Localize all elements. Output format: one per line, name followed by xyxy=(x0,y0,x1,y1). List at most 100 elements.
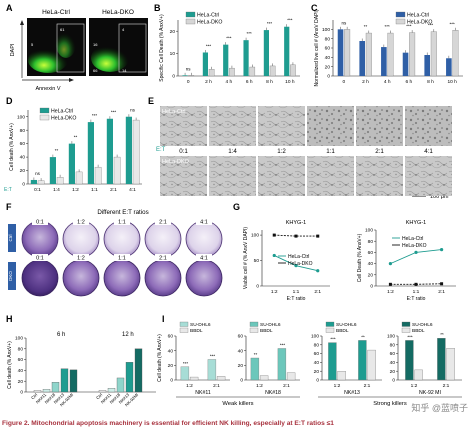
chart-i4-legend-swatch-1 xyxy=(401,327,411,333)
chart-d-sig-2: ** xyxy=(74,135,78,140)
chart-d-x-tick-label-1: 1:4 xyxy=(53,187,60,193)
chart-i2-legend-label-0: SU-DHL6 xyxy=(260,322,281,328)
chart-i3-legend-swatch-1 xyxy=(325,327,335,333)
chart-b-x-tick-label-0: 0 xyxy=(187,79,190,85)
chart-c-sig-2: *** xyxy=(385,24,391,29)
microscopy-tile-0-3 xyxy=(307,106,354,146)
chart-b-legend-label-1: HeLa-DKO xyxy=(197,20,222,26)
chart-d-legend-swatch-0 xyxy=(39,107,50,114)
chart-g1-y-tick-label-2: 100 xyxy=(251,233,259,239)
microscopy-ratio-label-5: 4:1 xyxy=(424,148,433,155)
chart-g2-legend-label-0: HeLa-Ctrl xyxy=(402,236,423,242)
flow-cloud-ctrl xyxy=(28,47,68,73)
chart-d-x-tick-label-2: 1:2 xyxy=(72,187,79,193)
chart-c-bar-0-1 xyxy=(359,41,365,76)
chart-d-bar-0-0 xyxy=(30,179,37,184)
panel-e-scale-label: 100 μm xyxy=(430,194,449,200)
chart-i4-y-tick-label-3: 60 xyxy=(390,351,396,357)
chart-d-bar-1-5 xyxy=(132,119,140,185)
chart-b-x-tick-label-3: 6 h xyxy=(246,79,253,85)
chart-b-y-axis-label: Specific Cell Death (% AnxV+) xyxy=(159,14,165,82)
microscopy-ratio-label-3: 1:1 xyxy=(326,148,335,155)
chart-i2-bar-0-1 xyxy=(277,348,287,381)
well-top-ratio-box-4 xyxy=(196,218,212,225)
chart-g1-point-0-0 xyxy=(272,253,276,258)
well-top-ratio-box-2 xyxy=(114,218,130,225)
chart-i4-x-tick-label-1: 2:1 xyxy=(443,383,450,389)
chart-g2-y-tick-label-1: 20 xyxy=(368,272,374,278)
panel-a-ctrl-label: HeLa-Ctrl xyxy=(42,9,70,16)
chart-i2-y-tick-label-3: 60 xyxy=(238,334,244,340)
well-ratio-label-0: 0:1 xyxy=(36,256,44,262)
chart-d-bar-0-3 xyxy=(87,122,94,184)
microscopy-tile-1-5 xyxy=(405,156,452,196)
chart-i1-y-tick-label-3: 60 xyxy=(168,334,174,340)
well-dko-3 xyxy=(144,259,182,297)
chart-i1-bar-0-0 xyxy=(180,366,190,381)
chart-c-sig-4: *** xyxy=(428,23,434,28)
flow-gate-dko xyxy=(118,23,147,73)
well-top-ratio-label-4: 4:1 xyxy=(200,220,208,226)
panel-e-et-label: E:T xyxy=(156,147,166,153)
chart-b-x-tick-label-4: 8 h xyxy=(266,79,273,85)
microscopy-tile-0-2 xyxy=(258,106,305,146)
chart-i4-y-tick-label-4: 80 xyxy=(390,342,396,348)
panel-a-y-axis-label: DAPI xyxy=(10,43,16,56)
chart-h-bar-0-0 xyxy=(33,390,42,393)
chart-g2-x-tick-label-2: 2:1 xyxy=(438,289,445,295)
chart-i2-legend-swatch-1 xyxy=(249,327,259,333)
chart-i3-legend-label-0: SU-DHL6 xyxy=(336,322,357,328)
well-ratio-box-4 xyxy=(196,254,212,261)
chart-i4-legend-swatch-0 xyxy=(401,321,411,327)
chart-i4-bar-1-1 xyxy=(446,348,455,381)
panel-i-weak-label: Weak killers xyxy=(222,401,253,407)
flow-gate-dko-q2: 4 xyxy=(122,27,125,32)
chart-b-y-tick-label-0: 0 xyxy=(172,74,175,80)
chart-i3-sig-0: *** xyxy=(330,337,336,342)
chart-i1-bar-1-0 xyxy=(189,376,199,381)
chart-c-sig-0: ns xyxy=(341,20,347,25)
chart-c-y-tick-label-4: 80 xyxy=(325,36,331,42)
chart-b-bar-1-1 xyxy=(208,69,215,77)
chart-d-legend-label-1: HeLa-DKO xyxy=(51,116,76,122)
chart-i2-bar-1-1 xyxy=(286,372,296,381)
chart-h-y-tick-label-1: 20 xyxy=(18,379,24,385)
chart-h-y-tick-label-0: 0 xyxy=(20,390,23,396)
chart-g2-point-1-0 xyxy=(388,282,392,286)
chart-g1-y-axis-label: Viable cell # (% AnxV DAPI) xyxy=(243,227,249,289)
well-ctrl-2 xyxy=(103,220,141,258)
chart-i1-title: NK#11 xyxy=(195,390,211,396)
flow-gate-ctrl-q1: 5 xyxy=(31,42,34,47)
well-ratio-label-3: 2:1 xyxy=(159,256,167,262)
chart-i4-y-tick-label-5: 100 xyxy=(387,334,395,340)
chart-c-sig-1: ** xyxy=(364,24,368,29)
chart-g1-x-tick-label-1: 1:1 xyxy=(293,289,300,295)
chart-g2-x-tick-label-1: 1:1 xyxy=(413,289,420,295)
chart-h-y-tick-label-2: 40 xyxy=(18,368,24,374)
panel-letter-c: C xyxy=(311,3,318,13)
chart-c-x-tick-label-2: 4 h xyxy=(384,79,391,85)
chart-c-y-tick-label-1: 20 xyxy=(325,64,331,70)
chart-d-sig-0: ns xyxy=(35,171,41,176)
chart-i1-y-axis-label: Cell death (% AnxV+) xyxy=(157,334,163,382)
chart-d-bar-1-4 xyxy=(113,156,121,185)
chart-c-y-tick-label-3: 60 xyxy=(325,46,331,52)
chart-d-sig-4: *** xyxy=(111,110,117,115)
flow-gate-dko-q4: 14 xyxy=(122,68,127,73)
chart-g2-y-tick-label-3: 60 xyxy=(368,250,374,256)
microscopy-tile-0-1 xyxy=(209,106,256,146)
well-top-ratio-label-1: 1:2 xyxy=(77,220,85,226)
chart-i3-bar-1-1 xyxy=(367,349,376,381)
chart-h-y-tick-label-4: 80 xyxy=(18,346,24,352)
chart-d-x-tick-label-5: 4:1 xyxy=(129,187,136,193)
chart-d-sig-5: ns xyxy=(130,108,136,113)
panel-f-row2-label: DKO xyxy=(8,271,13,281)
chart-i3-bar-0-1 xyxy=(358,340,367,381)
chart-c-x-tick-label-1: 2 h xyxy=(362,79,369,85)
microscopy-ratio-label-4: 2:1 xyxy=(375,148,384,155)
chart-h-bar-0-2 xyxy=(51,382,60,393)
